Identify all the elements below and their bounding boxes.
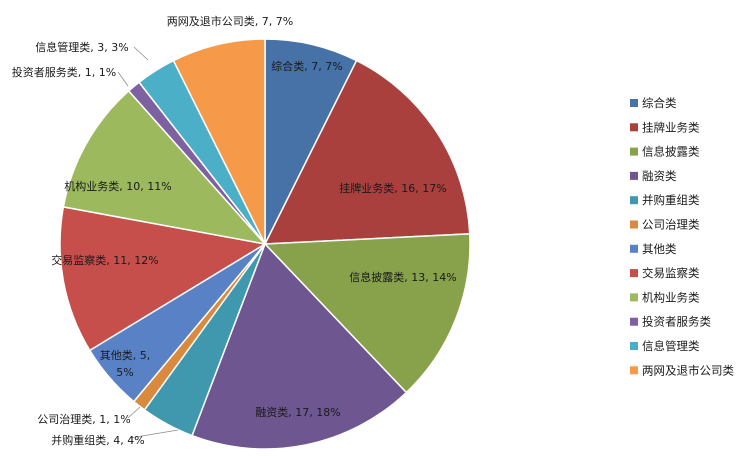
legend-label-2: 挂牌业务类 — [642, 120, 700, 134]
legend-swatch-4 — [630, 171, 638, 180]
legend-label-3: 信息披露类 — [642, 145, 700, 159]
pie-slices — [59, 38, 471, 450]
legend-swatch-1 — [630, 99, 638, 107]
data-label-3: 信息披露类, 13, 14% — [349, 270, 456, 284]
legend-swatch-6 — [630, 220, 638, 229]
legend-label-8: 交易监察类 — [642, 266, 700, 280]
legend-label-7: 其他类 — [642, 242, 677, 256]
legend-label-4: 融资类 — [642, 169, 677, 183]
legend-swatch-12 — [630, 366, 638, 375]
legend-label-9: 机构业务类 — [642, 290, 700, 304]
data-label-2: 挂牌业务类, 16, 17% — [339, 181, 446, 195]
pie-slice-9 — [62, 89, 268, 246]
pie-slice-8 — [59, 206, 268, 352]
legend-swatch-7 — [630, 244, 638, 253]
data-label-11: 信息管理类, 3, 3% — [35, 40, 128, 54]
pie-slice-2 — [263, 59, 471, 245]
data-labels: 综合类, 7, 7% 挂牌业务类, 16, 17% 信息披露类, 13, 14% 融资… — [12, 14, 457, 447]
leader-line-11 — [133, 46, 149, 61]
legend-label-5: 并购重组类 — [642, 193, 700, 207]
legend-label-10: 投资者服务类 — [642, 315, 711, 329]
data-label-8: 交易监察类, 11, 12% — [51, 253, 158, 267]
legend-swatch-8 — [630, 269, 638, 278]
data-label-5: 并购重组类, 4, 4% — [51, 433, 144, 447]
leader-line-5 — [129, 429, 179, 439]
leader-line-6 — [127, 406, 141, 419]
legend-swatch-10 — [630, 317, 638, 326]
data-label-6: 公司治理类, 1, 1% — [37, 412, 130, 426]
legend-label-11: 信息管理类 — [642, 339, 700, 353]
legend-label-12: 两网及退市公司类 — [642, 363, 734, 377]
legend: 综合类挂牌业务类信息披露类融资类并购重组类公司治理类其他类交易监察类机构业务类投… — [630, 96, 734, 377]
data-label-7-line-1: 其他类, 5, — [100, 348, 151, 362]
legend-label-6: 公司治理类 — [642, 218, 700, 232]
legend-swatch-5 — [630, 196, 638, 205]
legend-swatch-2 — [630, 123, 638, 132]
leader-line-10 — [117, 71, 129, 87]
data-label-4: 融资类, 17, 18% — [255, 405, 340, 419]
legend-swatch-9 — [630, 293, 638, 302]
data-label-12: 两网及退市公司类, 7, 7% — [167, 14, 293, 28]
legend-swatch-11 — [630, 342, 638, 350]
data-label-1: 综合类, 7, 7% — [271, 59, 342, 73]
legend-label-1: 综合类 — [642, 96, 677, 110]
pie-slice-3 — [263, 233, 471, 394]
legend-swatch-3 — [630, 147, 638, 156]
data-label-9: 机构业务类, 10, 11% — [64, 179, 171, 193]
data-label-10: 投资者服务类, 1, 1% — [12, 65, 116, 79]
pie-slice-12 — [172, 38, 266, 245]
data-label-7-line-2: 5% — [116, 366, 133, 379]
leader-lines — [117, 46, 179, 439]
